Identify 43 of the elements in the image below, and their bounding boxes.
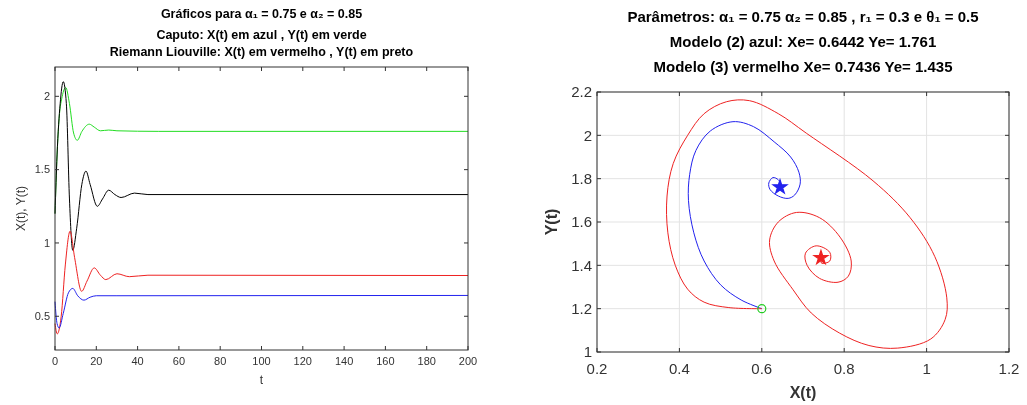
y-tick-label: 1.4 xyxy=(571,256,592,274)
line-series xyxy=(687,121,801,310)
x-tick-label: 0.2 xyxy=(586,360,608,377)
y-tick-label: 1.5 xyxy=(34,163,50,176)
x-tick-label: 80 xyxy=(214,355,227,367)
chart-title: Parâmetros: α₁ = 0.75 α₂ = 0.85 , r₁ = 0.3 e θ₁ = 0.5 xyxy=(627,8,979,25)
x-axis-title: t xyxy=(259,373,264,387)
x-tick-label: 40 xyxy=(131,355,144,367)
point xyxy=(772,179,788,194)
y-tick-label: 2 xyxy=(43,90,50,103)
x-tick-label: 0.6 xyxy=(751,360,773,377)
chart-title: Gráficos para α₁ = 0.75 e α₂ = 0.85 xyxy=(160,7,363,21)
x-tick-label: 120 xyxy=(293,355,312,367)
y-tick-label: 2.2 xyxy=(571,83,592,101)
x-tick-label: 100 xyxy=(252,355,271,367)
x-tick-label: 180 xyxy=(417,355,436,367)
y-tick-label: 1.6 xyxy=(571,213,592,231)
x-tick-label: 200 xyxy=(458,355,478,367)
x-axis-title: X(t) xyxy=(789,384,817,401)
x-tick-label: 160 xyxy=(376,355,395,367)
y-tick-label: 0.5 xyxy=(34,310,50,323)
y-tick-label: 2 xyxy=(583,126,592,144)
y-tick-label: 1.8 xyxy=(571,169,592,187)
line-series xyxy=(54,230,469,335)
line-series xyxy=(54,287,469,329)
chart-subtitle: Modelo (2) azul: Xe= 0.6442 Ye= 1.761 Modelo (3) vermelho Xe= 0.7436 Ye= 1.435 xyxy=(653,33,953,75)
x-tick-label: 20 xyxy=(90,355,103,367)
x-tick-label: 0.8 xyxy=(833,360,855,377)
y-axis-title: X(t), Y(t) xyxy=(14,185,28,232)
y-tick-label: 1.2 xyxy=(571,299,592,317)
line-series xyxy=(666,99,948,349)
x-tick-label: 60 xyxy=(172,355,186,367)
y-axis-title: Y(t) xyxy=(543,208,560,236)
x-tick-label: 1 xyxy=(922,360,931,377)
x-tick-label: 140 xyxy=(334,355,354,367)
x-tick-label: 1.2 xyxy=(998,360,1020,377)
line-series xyxy=(54,81,469,251)
x-tick-label: 0 xyxy=(51,355,59,367)
y-tick-label: 1 xyxy=(43,236,50,249)
chart-subtitle: Caputo: X(t) em azul , Y(t) em verde Riemann Liouville: X(t) em vermelho , Y(t) em preto xyxy=(109,28,414,59)
point xyxy=(757,304,767,314)
x-tick-label: 0.4 xyxy=(668,360,690,377)
point xyxy=(813,249,829,265)
